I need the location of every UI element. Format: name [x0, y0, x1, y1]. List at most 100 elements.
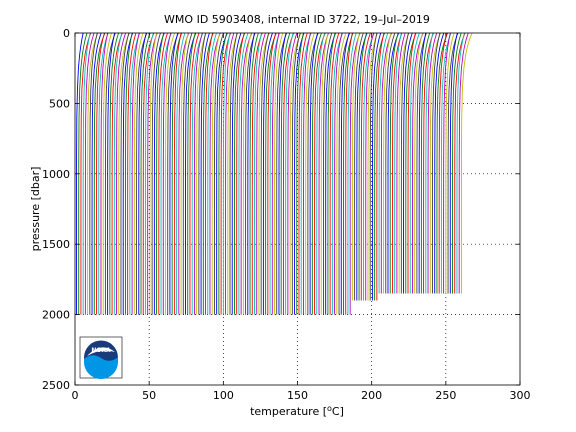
profile-line [340, 32, 350, 315]
profile-line [396, 32, 406, 294]
profile-line [432, 32, 441, 294]
profile-line [262, 32, 273, 315]
profile-line [205, 32, 214, 315]
profile-line [256, 32, 266, 315]
noaa-logo: NOAA [79, 336, 123, 379]
profile-line [376, 32, 385, 301]
profile-line [309, 32, 319, 315]
profile-line [78, 32, 88, 315]
profile-line [107, 32, 116, 315]
profile-line [249, 32, 259, 315]
profile-line [316, 32, 326, 315]
profile-line [425, 32, 434, 294]
profile-line [287, 32, 298, 315]
profile-line [113, 32, 123, 315]
profile-line [305, 32, 315, 315]
profile-line [445, 32, 455, 294]
chart-title: WMO ID 5903408, internal ID 3722, 19–Jul… [164, 13, 430, 26]
profile-line [438, 32, 448, 294]
profile-line [267, 32, 277, 315]
y-tick-label: 2500 [42, 379, 70, 392]
y-axis-label: pressure [dbar] [29, 167, 42, 252]
profile-line [420, 32, 431, 294]
profile-line [274, 32, 284, 315]
profile-line [385, 32, 396, 294]
profile-line [280, 32, 291, 315]
profile-line [418, 32, 427, 294]
profile-line [116, 32, 127, 315]
profile-line [193, 32, 203, 315]
profile-line [140, 32, 151, 315]
profile-line [182, 32, 193, 315]
profile-line [298, 32, 308, 315]
x-tick-label: 50 [142, 389, 156, 402]
profile-line [460, 32, 473, 294]
profile-line [358, 32, 367, 301]
x-tick-label: 0 [72, 389, 79, 402]
profile-line [311, 32, 322, 315]
profile-line [133, 32, 144, 315]
x-tick-label: 250 [435, 389, 456, 402]
profile-line [327, 32, 336, 315]
profile-line [394, 32, 402, 294]
profile-line [383, 32, 392, 294]
x-tick-label: 150 [287, 389, 308, 402]
profile-line [347, 32, 357, 315]
x-axis-label-sup: o [327, 404, 332, 413]
profile-line [329, 32, 340, 315]
profile-line [162, 32, 172, 315]
profile-line [434, 32, 445, 294]
profile-line [278, 32, 287, 315]
profile-line [238, 32, 249, 315]
profile-line [378, 32, 389, 294]
profile-line [145, 32, 154, 315]
profile-line [127, 32, 137, 315]
profile-line [100, 32, 109, 315]
x-axis-label-suffix: C] [332, 405, 344, 418]
profile-line [231, 32, 242, 315]
profile-line [236, 32, 245, 315]
profiles [76, 32, 473, 315]
noaa-logo-bird [87, 347, 115, 356]
profile-line [76, 32, 84, 315]
profile-line [354, 32, 364, 301]
profile-line [207, 32, 217, 315]
profile-line [407, 32, 416, 294]
profile-line [254, 32, 262, 315]
profile-line [443, 32, 451, 294]
profile-line [242, 32, 252, 315]
profile-line [84, 32, 95, 315]
profile-line [285, 32, 294, 315]
profile-line [360, 32, 371, 301]
profile-line [82, 32, 91, 315]
profile-line [211, 32, 221, 315]
profile-line [449, 32, 458, 294]
profile-line [189, 32, 200, 315]
profile-line [427, 32, 438, 294]
profile-line [403, 32, 413, 294]
profile-line [247, 32, 255, 315]
profile-line [102, 32, 112, 315]
profile-line [271, 32, 280, 315]
profile-line [351, 32, 360, 301]
profile-line [414, 32, 424, 294]
profile-line [452, 32, 462, 294]
noaa-logo-wave [84, 355, 118, 379]
profile-line [156, 32, 165, 315]
profile-line [138, 32, 147, 315]
profile-line [124, 32, 133, 315]
y-tick-label: 500 [49, 97, 70, 110]
x-axis-ticks: 0 50 100 150 200 250 300 [72, 33, 531, 402]
profile-line [409, 32, 420, 294]
profile-line [169, 32, 179, 315]
profile-line [369, 32, 378, 301]
profile-line [345, 32, 353, 315]
y-tick-label: 1000 [42, 168, 70, 181]
profile-line [222, 32, 231, 315]
x-tick-label: 200 [361, 389, 382, 402]
profile-line [187, 32, 196, 315]
profile-line [149, 32, 158, 315]
y-tick-label: 0 [63, 27, 70, 40]
profile-line [323, 32, 333, 315]
